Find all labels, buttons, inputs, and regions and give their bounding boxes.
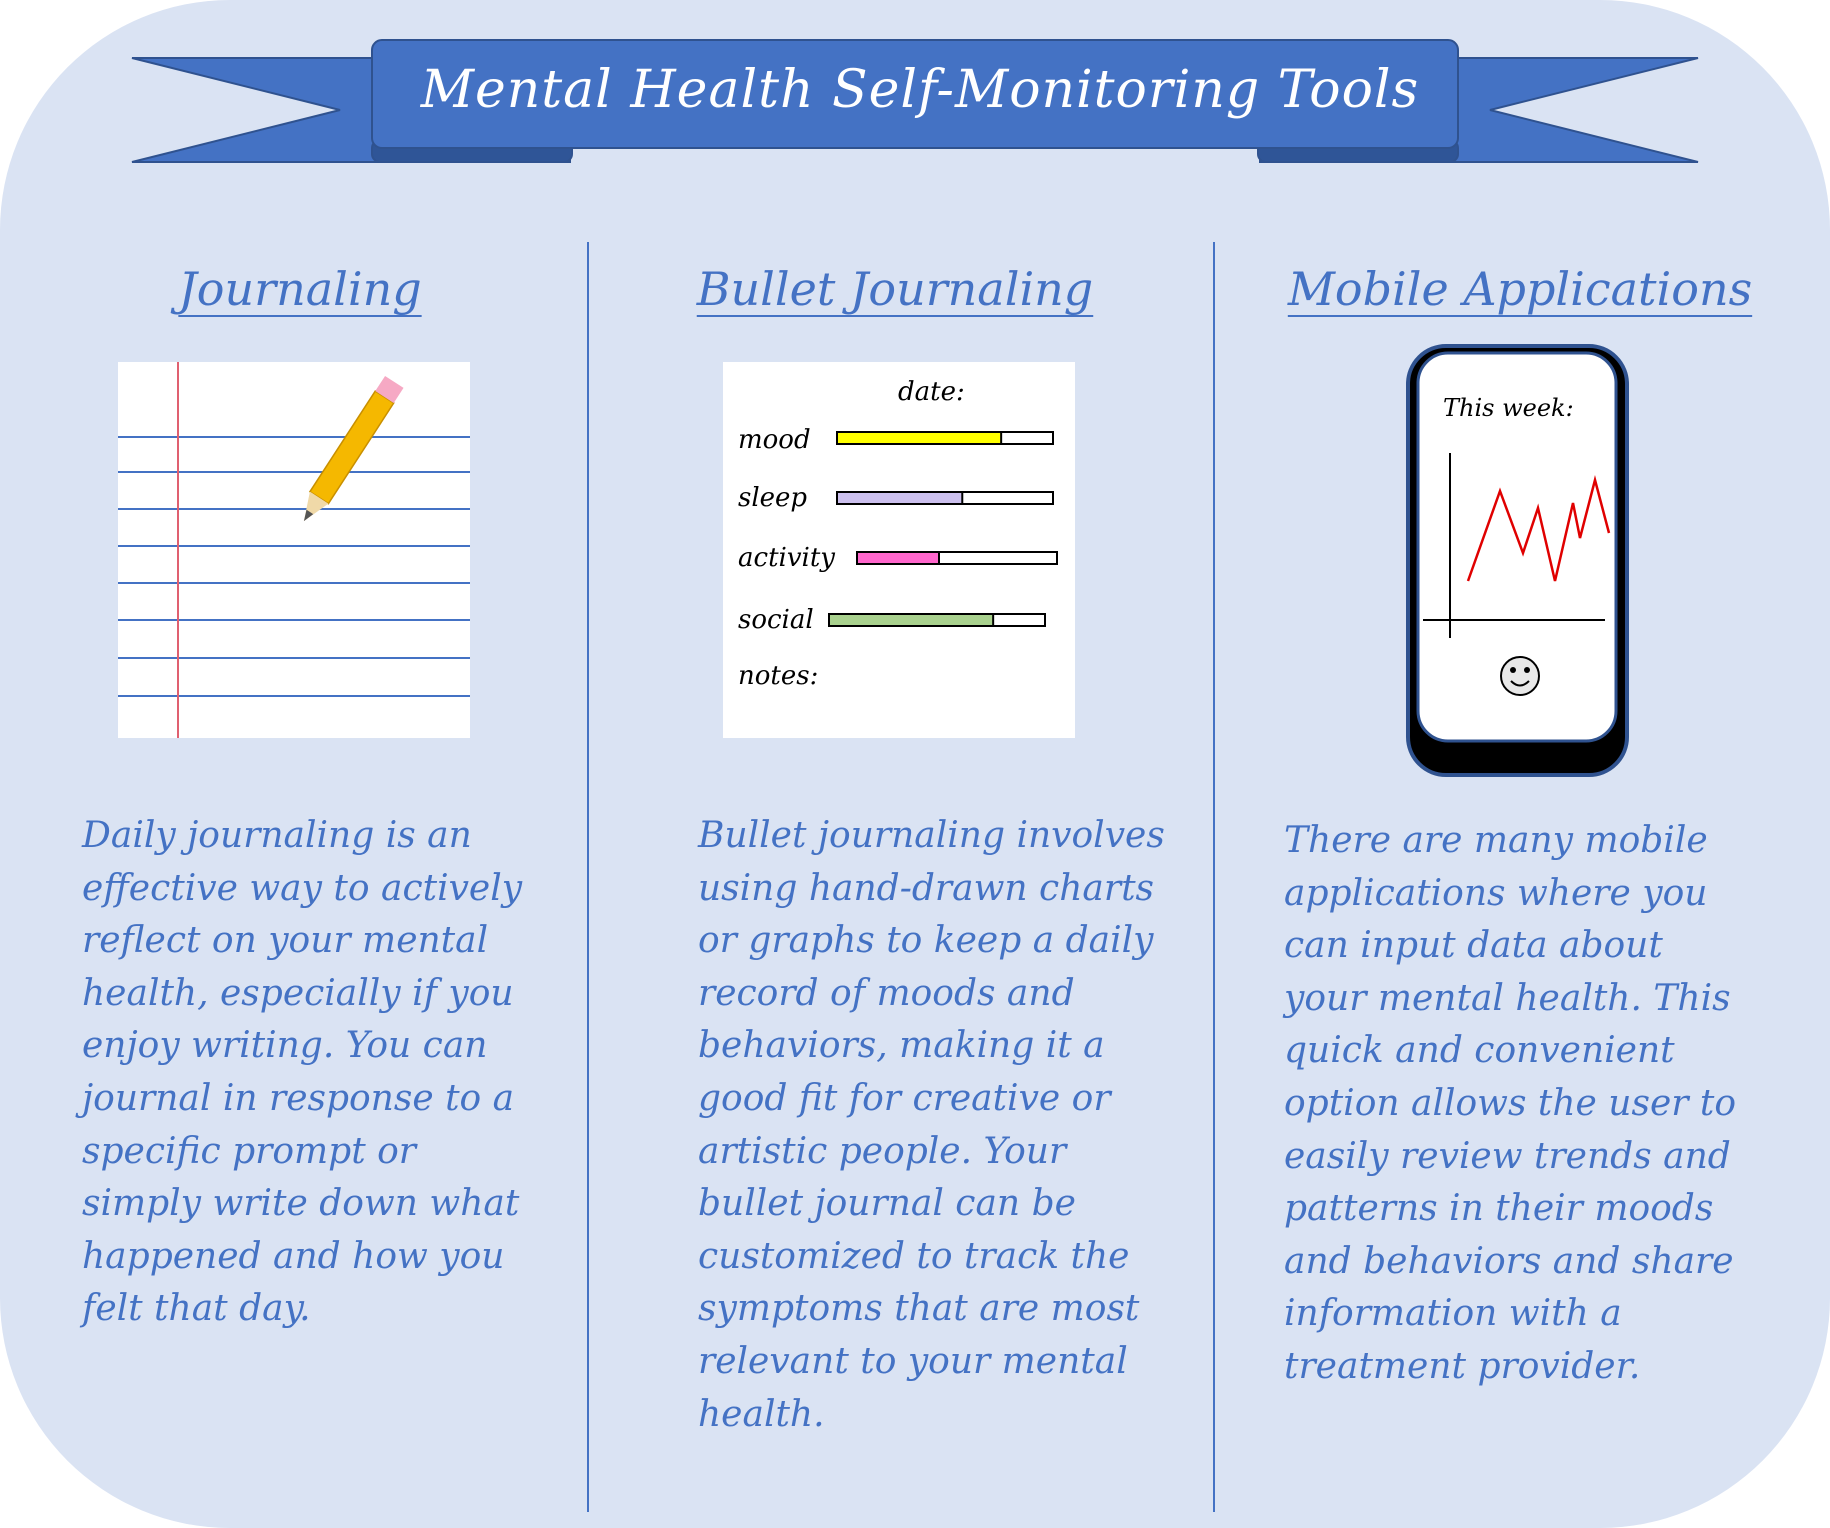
bullet-journaling-description: Bullet journaling involves using hand-dr… <box>698 815 1165 1435</box>
phone-screen-label: This week: <box>1443 394 1574 422</box>
pencil-icon <box>303 375 404 522</box>
tracker-notes-label: notes: <box>738 661 818 691</box>
tracker-bar-fill-activity <box>856 551 940 565</box>
tracker-label-mood: mood <box>738 425 811 455</box>
tracker-label-activity: activity <box>738 543 835 573</box>
lined-notebook-with-pencil-icon <box>118 362 470 738</box>
bullet-journal-tracker: date: mood sleep activity social notes: <box>723 362 1075 738</box>
title-banner <box>131 39 1699 163</box>
banner-center <box>371 39 1459 149</box>
heading-bullet-journaling: Bullet Journaling <box>696 262 1094 316</box>
heading-journaling: Journaling <box>178 262 422 316</box>
tracker-bar-fill-sleep <box>836 491 964 505</box>
column-divider-right <box>1213 242 1215 1512</box>
tracker-label-social: social <box>738 605 814 635</box>
mobile-applications-description: There are many mobile applications where… <box>1284 820 1737 1387</box>
tracker-bar-fill-mood <box>836 431 1003 445</box>
journaling-description: Daily journaling is an effective way to … <box>82 815 523 1330</box>
heading-mobile-applications: Mobile Applications <box>1287 262 1753 316</box>
tracker-bar-fill-social <box>828 613 995 627</box>
zigzag-line-chart-icon <box>1423 453 1611 638</box>
smartphone-icon: This week: <box>1406 344 1629 777</box>
smiley-face-icon <box>1500 656 1540 696</box>
tracker-label-sleep: sleep <box>738 483 807 513</box>
tracker-date-label: date: <box>898 377 965 407</box>
column-divider-left <box>587 242 589 1512</box>
page-title: Mental Health Self-Monitoring Tools <box>420 60 1420 120</box>
